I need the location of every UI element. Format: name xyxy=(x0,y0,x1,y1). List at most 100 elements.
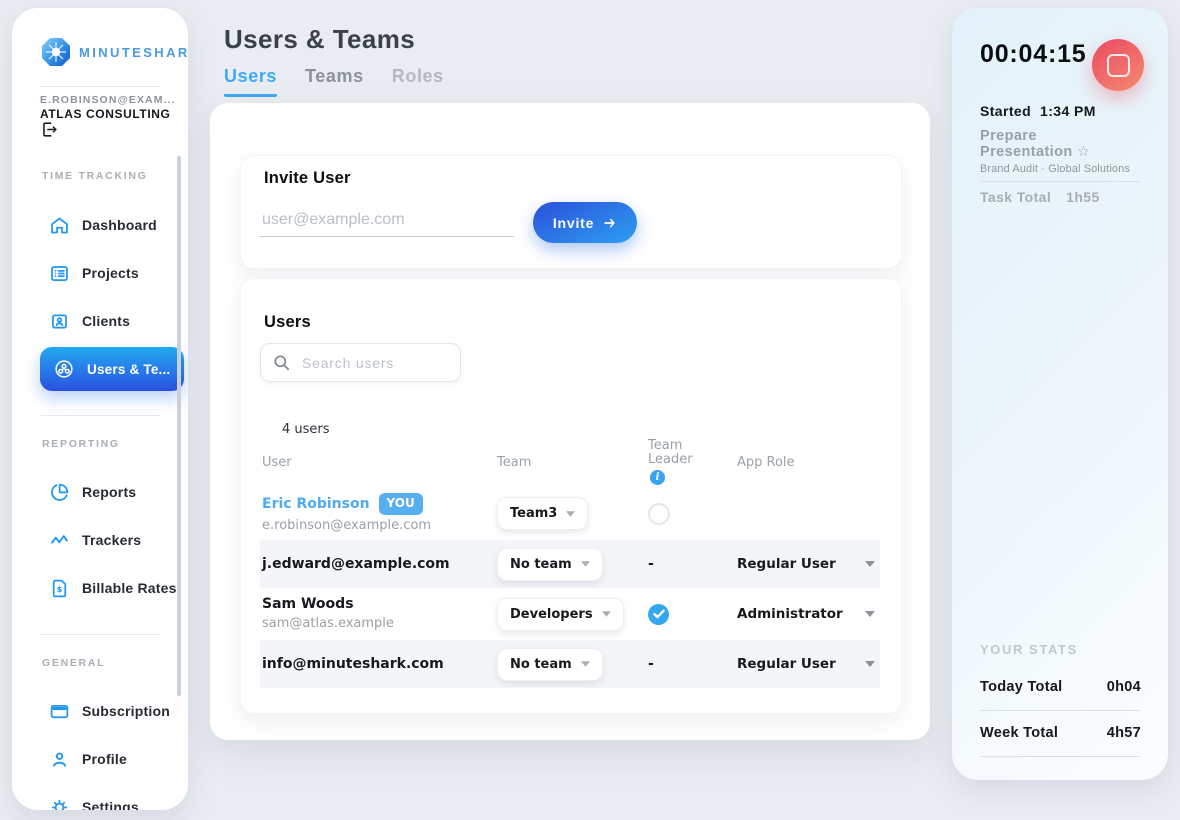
user-name: Eric Robinson YOU xyxy=(262,493,423,515)
svg-text:$: $ xyxy=(56,584,62,594)
divider xyxy=(40,86,160,87)
team-cell: No team xyxy=(497,640,642,688)
divider xyxy=(40,634,160,635)
sidebar-item-dashboard[interactable]: Dashboard xyxy=(32,204,182,246)
app-role-select[interactable]: Regular User xyxy=(737,656,875,672)
sidebar-item-users-teams[interactable]: Users & Te... xyxy=(40,347,184,391)
sidebar-item-label: Reports xyxy=(82,484,137,500)
table-row: Sam Woods sam@atlas.example Developers xyxy=(260,588,880,640)
task-total-label: Task Total xyxy=(980,189,1052,205)
page-title: Users & Teams xyxy=(224,24,416,54)
chevron-down-icon xyxy=(865,661,875,667)
user-cell: Sam Woods sam@atlas.example xyxy=(262,588,490,640)
sidebar-item-label: Clients xyxy=(82,313,131,329)
started-time: 1:34 PM xyxy=(1040,103,1096,119)
invite-card-title: Invite User xyxy=(264,169,351,187)
team-leader-cell: - xyxy=(648,540,708,588)
sidebar: MINUTESHARK E.ROBINSON@EXAM... ATLAS CON… xyxy=(12,8,188,810)
stat-label: Week Total xyxy=(980,725,1059,741)
tab-teams[interactable]: Teams xyxy=(305,66,364,86)
check-icon xyxy=(652,609,665,619)
table-row: j.edward@example.com No team - Regular U… xyxy=(260,540,880,588)
arrow-right-icon xyxy=(602,216,617,230)
sidebar-item-settings[interactable]: Settings xyxy=(32,786,182,810)
your-stats-title: YOUR STATS xyxy=(980,642,1078,657)
sidebar-item-reports[interactable]: Reports xyxy=(32,471,182,513)
account-email: E.ROBINSON@EXAM... xyxy=(40,94,176,106)
sidebar-item-clients[interactable]: Clients xyxy=(32,300,182,342)
brand-name: MINUTESHARK xyxy=(79,44,188,60)
app-role-select[interactable]: Regular User xyxy=(737,556,875,572)
team-leader-none: - xyxy=(648,656,654,672)
search-icon xyxy=(261,353,291,372)
divider xyxy=(980,756,1140,757)
sidebar-item-profile[interactable]: Profile xyxy=(32,738,182,780)
team-leader-checkbox-checked[interactable] xyxy=(648,603,669,625)
sidebar-item-subscription[interactable]: Subscription xyxy=(32,690,182,732)
team-leader-cell xyxy=(648,588,708,640)
section-general: GENERAL xyxy=(42,657,106,669)
stat-value: 4h57 xyxy=(1106,725,1141,741)
user-name: Sam Woods xyxy=(262,596,354,612)
app-role-value: Regular User xyxy=(737,656,836,672)
aperture-logo-icon xyxy=(40,36,72,68)
home-icon xyxy=(48,214,70,236)
clients-badge-icon xyxy=(48,310,70,332)
sidebar-item-label: Subscription xyxy=(82,703,170,719)
role-cell: Regular User xyxy=(737,640,877,688)
invite-button[interactable]: Invite xyxy=(533,202,637,243)
user-cell: Eric Robinson YOU e.robinson@example.com xyxy=(262,487,490,540)
search-users-box[interactable] xyxy=(260,343,461,382)
section-reporting: REPORTING xyxy=(42,438,120,450)
logout-icon[interactable] xyxy=(40,120,60,138)
invite-email-input[interactable] xyxy=(260,204,514,237)
sidebar-scrollbar[interactable] xyxy=(177,156,181,696)
team-select-value: Team3 xyxy=(510,506,558,521)
divider xyxy=(980,181,1140,182)
col-header-team-leader: Team Leader xyxy=(648,438,693,467)
timer-panel: 00:04:15 Started 1:34 PM Prepare Presenta… xyxy=(952,8,1168,780)
team-leader-cell xyxy=(648,487,708,540)
sidebar-item-trackers[interactable]: Trackers xyxy=(32,519,182,561)
user-cell: info@minuteshark.com xyxy=(262,640,490,688)
person-icon xyxy=(48,748,70,770)
user-email: info@minuteshark.com xyxy=(262,655,444,672)
brand-logo[interactable]: MINUTESHARK xyxy=(40,36,188,68)
timer-started: Started 1:34 PM xyxy=(980,103,1096,119)
info-icon[interactable]: i xyxy=(650,470,665,485)
team-select[interactable]: No team xyxy=(497,547,603,581)
tab-users[interactable]: Users xyxy=(224,66,278,97)
stop-icon xyxy=(1106,53,1130,77)
users-count: 4 users xyxy=(282,422,330,437)
stat-row-week: Week Total 4h57 xyxy=(980,725,1141,741)
app-role-select[interactable]: Administrator xyxy=(737,606,875,622)
team-select[interactable]: No team xyxy=(497,647,603,681)
role-cell: Administrator xyxy=(737,588,877,640)
tab-roles[interactable]: Roles xyxy=(391,66,444,86)
sidebar-item-projects[interactable]: Projects xyxy=(32,252,182,294)
chevron-down-icon xyxy=(566,510,576,517)
projects-list-icon xyxy=(48,262,70,284)
invite-button-label: Invite xyxy=(552,214,595,231)
stop-timer-button[interactable] xyxy=(1092,39,1144,91)
started-label: Started xyxy=(980,103,1032,119)
chevron-down-icon xyxy=(580,561,590,567)
timer-elapsed: 00:04:15 xyxy=(980,40,1087,68)
pie-chart-icon xyxy=(48,481,70,503)
star-icon[interactable]: ☆ xyxy=(1077,144,1091,160)
team-select[interactable]: Developers xyxy=(497,597,624,631)
table-row: info@minuteshark.com No team - Regular U… xyxy=(260,640,880,688)
team-leader-checkbox-unchecked[interactable] xyxy=(648,502,670,525)
divider xyxy=(40,415,160,416)
user-email: j.edward@example.com xyxy=(262,555,450,572)
team-leader-cell: - xyxy=(648,640,708,688)
search-users-input[interactable] xyxy=(300,353,454,372)
divider xyxy=(980,710,1140,711)
team-select-value: No team xyxy=(510,556,572,572)
user-name-text: Eric Robinson xyxy=(262,496,370,512)
team-select[interactable]: Team3 xyxy=(497,497,589,530)
stat-row-today: Today Total 0h04 xyxy=(980,679,1141,695)
team-cell: No team xyxy=(497,540,642,588)
sidebar-item-billable-rates[interactable]: $ Billable Rates xyxy=(32,567,182,609)
sidebar-item-label: Settings xyxy=(82,799,139,810)
